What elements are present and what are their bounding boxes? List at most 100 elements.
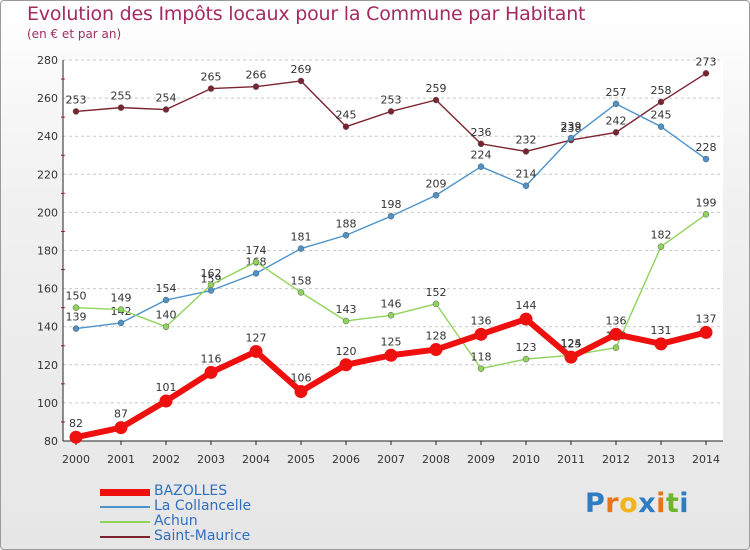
logo-letter: x: [638, 488, 657, 519]
data-point-la-collancelle-2003: [207, 287, 215, 294]
x-tick-label-2001: 2001: [107, 453, 135, 466]
data-point-bazolles-2006: [339, 358, 353, 372]
data-point-la-collancelle-2005: [297, 245, 305, 252]
x-tick-label-2013: 2013: [647, 453, 675, 466]
data-point-bazolles-2008: [429, 343, 443, 357]
data-point-bazolles-2011: [564, 350, 578, 364]
data-label-saint-maurice-2009: 236: [471, 126, 492, 139]
data-point-saint-maurice-2007: [387, 108, 395, 115]
logo-letter: i: [656, 488, 666, 519]
data-point-saint-maurice-2012: [612, 129, 620, 136]
y-tick-label-240: 240: [37, 130, 58, 143]
legend-label-saint-maurice: Saint-Maurice: [154, 528, 251, 544]
x-tick-label-2003: 2003: [197, 453, 225, 466]
y-tick-label-200: 200: [37, 206, 58, 219]
data-label-bazolles-2004: 127: [246, 331, 267, 344]
data-point-saint-maurice-2008: [432, 96, 440, 104]
data-point-saint-maurice-2005: [297, 77, 305, 85]
y-tick-label-120: 120: [37, 359, 58, 372]
data-label-bazolles-2001: 87: [114, 408, 128, 421]
x-tick-label-2005: 2005: [287, 453, 315, 466]
data-label-saint-maurice-2005: 269: [291, 63, 312, 76]
data-point-la-collancelle-2006: [342, 232, 350, 239]
data-label-achun-2009: 118: [471, 351, 492, 364]
data-label-saint-maurice-2011: 238: [561, 122, 582, 135]
logo-letter: i: [679, 488, 690, 519]
logo-letter: t: [665, 488, 680, 519]
data-point-saint-maurice-2002: [162, 106, 170, 113]
data-point-saint-maurice-2003: [207, 85, 215, 92]
data-point-achun-2005: [297, 289, 305, 296]
data-point-saint-maurice-2009: [477, 140, 485, 148]
data-point-la-collancelle-2013: [657, 123, 665, 130]
data-point-achun-2009: [477, 365, 485, 372]
data-point-bazolles-2009: [474, 327, 488, 341]
data-point-la-collancelle-2010: [522, 182, 530, 189]
data-point-la-collancelle-2000: [72, 325, 80, 332]
data-point-achun-2014: [702, 211, 710, 218]
y-tick-label-260: 260: [37, 92, 58, 105]
data-point-la-collancelle-2014: [702, 155, 710, 163]
data-label-bazolles-2014: 137: [696, 312, 717, 325]
data-point-saint-maurice-2001: [117, 104, 125, 111]
data-label-saint-maurice-2001: 255: [111, 90, 132, 103]
legend-item-bazolles: BAZOLLES: [100, 483, 300, 500]
data-label-saint-maurice-2007: 253: [381, 93, 402, 106]
x-tick-label-2008: 2008: [422, 453, 450, 466]
data-label-la-collancelle-2002: 154: [156, 282, 177, 295]
data-label-bazolles-2002: 101: [156, 381, 177, 394]
data-point-saint-maurice-2000: [72, 108, 80, 115]
y-tick-label-80: 80: [44, 435, 58, 448]
data-point-bazolles-2010: [519, 312, 533, 326]
legend-label-bazolles: BAZOLLES: [154, 483, 228, 499]
data-label-saint-maurice-2010: 232: [516, 133, 537, 146]
data-label-achun-2001: 149: [111, 292, 132, 305]
proxiti-logo: Proxiti: [585, 488, 689, 519]
data-label-saint-maurice-2004: 266: [246, 69, 267, 82]
x-tick-label-2006: 2006: [332, 453, 360, 466]
data-label-bazolles-2006: 120: [336, 345, 357, 358]
data-label-la-collancelle-2014: 228: [696, 141, 717, 154]
data-point-achun-2010: [522, 355, 530, 363]
y-tick-label-180: 180: [37, 245, 58, 258]
data-label-bazolles-2013: 131: [651, 324, 672, 337]
data-label-achun-2007: 146: [381, 297, 402, 310]
x-tick-label-2009: 2009: [467, 453, 495, 466]
data-label-saint-maurice-2012: 242: [606, 114, 627, 127]
data-label-achun-2013: 182: [651, 229, 672, 242]
y-tick-label-100: 100: [37, 397, 58, 410]
data-point-achun-2000: [72, 304, 80, 311]
chart-legend: BAZOLLES La Collancelle Achun Saint-Maurice: [100, 483, 300, 545]
data-point-saint-maurice-2013: [657, 98, 665, 106]
data-point-la-collancelle-2002: [162, 296, 170, 304]
y-tick-label-140: 140: [37, 321, 58, 334]
data-point-achun-2003: [207, 281, 215, 289]
data-label-saint-maurice-2003: 265: [201, 71, 222, 84]
data-label-achun-2000: 150: [66, 290, 87, 303]
x-tick-label-2007: 2007: [377, 453, 405, 466]
data-label-achun-2005: 158: [291, 274, 312, 287]
data-point-saint-maurice-2010: [522, 148, 530, 155]
data-point-bazolles-2012: [609, 327, 623, 341]
data-label-bazolles-2008: 128: [426, 330, 447, 343]
legend-item-achun: Achun: [100, 514, 300, 530]
data-label-bazolles-2011: 124: [561, 337, 582, 350]
y-tick-label-280: 280: [37, 54, 58, 67]
data-point-la-collancelle-2007: [387, 212, 395, 220]
legend-swatch-saint-maurice: [100, 536, 150, 538]
data-point-bazolles-2007: [384, 348, 398, 362]
data-point-bazolles-2000: [69, 430, 83, 444]
data-label-bazolles-2003: 116: [201, 352, 222, 365]
y-tick-label-220: 220: [37, 168, 58, 181]
data-label-saint-maurice-2014: 273: [696, 55, 717, 68]
x-tick-label-2010: 2010: [512, 453, 540, 466]
chart-subtitle: (en € et par an): [27, 27, 122, 41]
legend-label-la-collancelle: La Collancelle: [154, 498, 252, 514]
data-label-achun-2014: 199: [696, 196, 717, 209]
data-point-la-collancelle-2001: [117, 319, 125, 327]
data-point-saint-maurice-2004: [252, 83, 260, 90]
data-label-bazolles-2005: 106: [291, 371, 312, 384]
data-point-la-collancelle-2012: [612, 100, 620, 108]
data-label-la-collancelle-2009: 224: [471, 149, 492, 162]
